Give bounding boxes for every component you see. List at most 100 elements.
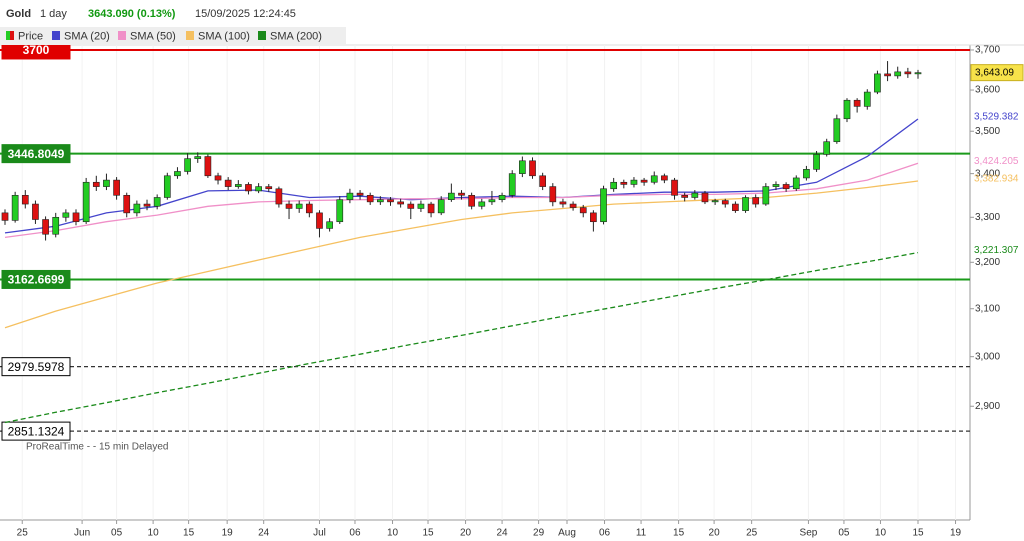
x-tick-label: 10 <box>875 528 887 539</box>
candle-body <box>356 192 364 196</box>
x-tick-label: 15 <box>422 528 434 539</box>
x-tick-label: 15 <box>912 528 924 539</box>
candle-body <box>366 194 374 203</box>
y-tick-label: 3,300 <box>975 212 1000 223</box>
candle-body <box>782 184 790 190</box>
x-tick-label: 19 <box>950 528 962 539</box>
candle-body <box>305 203 313 214</box>
level-label: 3162.6699 <box>8 273 65 287</box>
legend-swatch <box>186 31 194 40</box>
candle-body <box>21 194 29 205</box>
legend-swatch <box>6 31 10 40</box>
candle-body <box>539 175 546 187</box>
candle-body <box>650 175 658 183</box>
candle-body <box>336 199 344 223</box>
candle-body <box>752 197 760 205</box>
candle-body <box>620 181 628 185</box>
candle-body <box>1 212 9 221</box>
candle-body <box>204 156 212 177</box>
sma-line <box>4 251 919 424</box>
level-label-box <box>1 357 71 377</box>
candle-body <box>843 99 851 120</box>
candle-body <box>701 192 709 203</box>
candle-body <box>671 179 678 196</box>
candle-body <box>874 73 881 93</box>
sma-last-label: 3,529.382 <box>974 112 1019 123</box>
candle-body <box>600 188 607 223</box>
candle-body <box>610 181 618 190</box>
candle-body <box>468 194 475 207</box>
candle-body <box>813 154 820 170</box>
candle-body <box>113 179 120 196</box>
candle-body <box>742 197 749 211</box>
candle-body <box>387 199 394 203</box>
candle-body <box>42 219 49 235</box>
legend-label: Price <box>18 30 43 42</box>
footer: ProRealTime - - 15 min Delayed <box>26 442 168 453</box>
candle-body <box>153 197 161 207</box>
candle-body <box>103 179 110 187</box>
y-tick-label: 3,600 <box>975 85 1000 96</box>
candle-body <box>448 192 455 200</box>
x-tick-label: 05 <box>838 528 850 539</box>
candle-body <box>377 199 384 203</box>
price-label-box <box>970 64 1024 82</box>
candle-body <box>285 203 293 209</box>
header-bg <box>0 0 1024 27</box>
x-tick-label: Sep <box>800 528 818 539</box>
candle-body <box>458 192 465 196</box>
candle-body <box>803 169 810 179</box>
candle-body <box>143 203 151 207</box>
candle-body <box>569 203 577 208</box>
candle-body <box>417 203 425 209</box>
candle-body <box>894 71 902 77</box>
candle-body <box>427 203 435 214</box>
x-tick-label: 06 <box>599 528 611 539</box>
candle-body <box>529 160 536 177</box>
candle-body <box>640 179 648 183</box>
candle-body <box>721 200 729 205</box>
legend-swatch <box>10 31 14 40</box>
level-label-box <box>1 144 71 164</box>
x-tick-label: Jul <box>313 528 326 539</box>
level-label-box <box>1 421 71 441</box>
candle-body <box>630 179 638 185</box>
candle-body <box>579 207 587 214</box>
level-label: 3446.8049 <box>8 147 65 161</box>
candle-body <box>853 99 861 107</box>
x-tick-label: 20 <box>709 528 721 539</box>
legend-label: SMA (200) <box>270 30 322 42</box>
symbol: Gold <box>6 8 31 20</box>
candle-body <box>732 203 739 211</box>
x-tick-label: 20 <box>460 528 472 539</box>
sma-last-label: 3,382.934 <box>974 174 1019 185</box>
candle-body <box>214 175 222 181</box>
legend-label: SMA (50) <box>130 30 176 42</box>
candle-body <box>295 203 303 209</box>
level-label: 2979.5978 <box>8 360 65 374</box>
candle-body <box>661 175 668 181</box>
sma-last-label: 3,424.205 <box>974 156 1019 167</box>
candle-body <box>823 141 831 155</box>
candle-body <box>833 118 841 143</box>
candle-body <box>488 199 496 203</box>
candle-body <box>62 212 70 218</box>
legend-swatch <box>258 31 266 40</box>
y-tick-label: 3,200 <box>975 257 1000 268</box>
x-tick-label: 24 <box>497 528 509 539</box>
candle-body <box>346 192 354 200</box>
level-label: 2851.1324 <box>8 424 65 438</box>
candle-body <box>11 194 19 221</box>
candle-body <box>559 201 567 205</box>
candle-body <box>32 203 39 220</box>
candle-body <box>52 216 60 235</box>
y-tick-label: 2,900 <box>975 401 1000 412</box>
price-last-label: 3,643.09 <box>975 67 1014 78</box>
candle-body <box>904 71 912 75</box>
time: 15/09/2025 12:24:45 <box>195 8 296 20</box>
candle-body <box>255 186 262 192</box>
candle-body <box>163 175 171 198</box>
candle-body <box>792 177 800 190</box>
legend-label: SMA (100) <box>198 30 250 42</box>
